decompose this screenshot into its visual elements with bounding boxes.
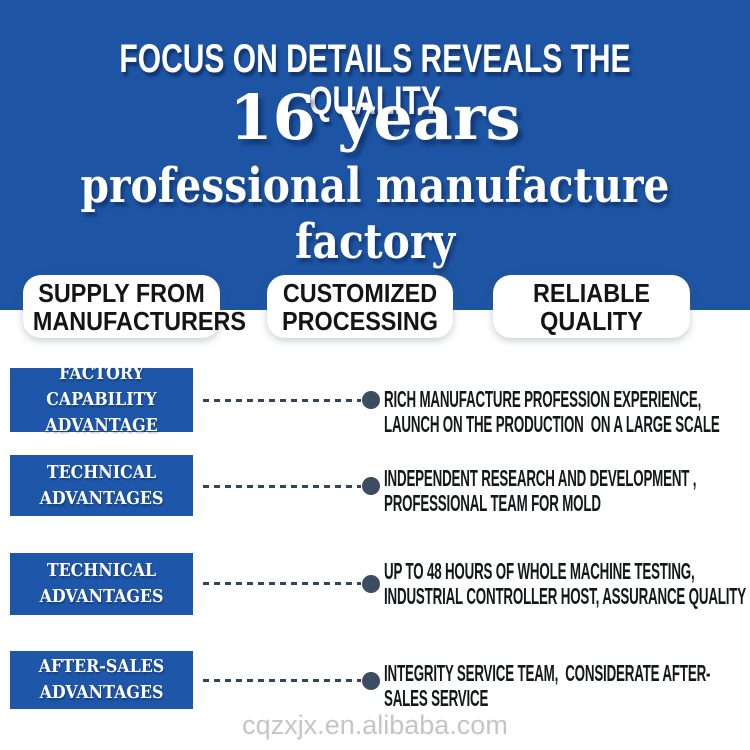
badge-label-line1: RELIABLE <box>533 277 650 308</box>
advantage-description: UP TO 48 HOURS OF WHOLE MACHINE TESTING,… <box>384 559 746 609</box>
advantage-label: TECHNICAL ADVANTAGES <box>21 460 182 512</box>
hero-years-headline: 16 years <box>229 81 521 154</box>
advantage-label-line2: ADVANTAGES <box>39 586 164 607</box>
advantage-label-box-after-sales: AFTER-SALES ADVANTAGES <box>10 651 193 709</box>
badge-label: CUSTOMIZED PROCESSING <box>276 279 443 335</box>
badge-label-line2: PROCESSING <box>281 305 439 336</box>
hero-subtitle: professional manufacture factory <box>80 158 670 270</box>
advantage-label: AFTER-SALES ADVANTAGES <box>21 654 182 706</box>
connector-dot <box>362 672 380 690</box>
advantage-label-line1: TECHNICAL <box>46 560 157 581</box>
advantage-description: INDEPENDENT RESEARCH AND DEVELOPMENT , P… <box>384 465 697 516</box>
dashed-connector-line <box>203 582 361 585</box>
badge-customized-processing: CUSTOMIZED PROCESSING <box>267 275 453 338</box>
advantage-description-line1: INDEPENDENT RESEARCH AND DEVELOPMENT , <box>384 465 697 491</box>
advantage-description-line1: UP TO 48 HOURS OF WHOLE MACHINE TESTING, <box>384 558 695 584</box>
hero-tagline: FOCUS ON DETAILS REVEALS THE QUALITY <box>119 37 631 123</box>
advantage-label-line2: ADVANTAGES <box>39 487 164 509</box>
advantage-description-line2: INDUSTRIAL CONTROLLER HOST, ASSURANCE QU… <box>384 583 746 609</box>
advantage-description-line2: SALES SERVICE <box>384 685 489 711</box>
advantage-label-box-factory-capability: FACTORY CAPABILITY ADVANTAGE <box>10 363 193 436</box>
badge-supply-from-manufacturers: SUPPLY FROM MANUFACTURERS <box>23 275 247 338</box>
badge-reliable-quality: RELIABLE QUALITY <box>493 275 690 338</box>
advantage-label-line2: ADVANTAGES <box>39 682 164 703</box>
badge-label: RELIABLE QUALITY <box>503 279 680 335</box>
badge-label-line2: QUALITY <box>540 305 643 336</box>
advantage-description-line2: PROFESSIONAL TEAM FOR MOLD <box>384 490 601 516</box>
advantage-description-line1: RICH MANUFACTURE PROFESSION EXPERIENCE, <box>384 386 702 412</box>
advantage-description-line2: LAUNCH ON THE PRODUCTION ON A LARGE SCAL… <box>384 411 720 437</box>
connector-dot <box>362 575 380 593</box>
watermark-text: cqzxjx.en.alibaba.com <box>242 710 508 740</box>
advantage-label-line2: ADVANTAGE <box>45 415 158 436</box>
badge-label-line1: CUSTOMIZED <box>282 277 438 308</box>
advantage-description: INTEGRITY SERVICE TEAM, CONSIDERATE AFTE… <box>384 661 710 711</box>
dashed-connector-line <box>203 679 361 682</box>
connector-dot <box>362 391 380 409</box>
hero-section: FOCUS ON DETAILS REVEALS THE QUALITY 16 … <box>0 0 750 310</box>
connector-dot <box>362 477 380 495</box>
advantage-label-line1: AFTER-SALES <box>38 656 165 677</box>
advantage-label: TECHNICAL ADVANTAGES <box>21 558 182 610</box>
advantage-label-box-technical-2: TECHNICAL ADVANTAGES <box>10 553 193 615</box>
badge-label-line1: SUPPLY FROM <box>38 277 205 308</box>
advantage-label-line1: FACTORY CAPABILITY <box>46 363 157 410</box>
dashed-connector-line <box>203 399 361 402</box>
advantage-description-line1: INTEGRITY SERVICE TEAM, CONSIDERATE AFTE… <box>384 660 711 686</box>
badge-label: SUPPLY FROM MANUFACTURERS <box>32 277 247 336</box>
advantage-label: FACTORY CAPABILITY ADVANTAGE <box>21 361 182 439</box>
advantage-label-line1: TECHNICAL <box>46 461 157 483</box>
advantage-description: RICH MANUFACTURE PROFESSION EXPERIENCE, … <box>384 387 720 437</box>
dashed-connector-line <box>203 485 361 488</box>
badge-label-line2: MANUFACTURERS <box>32 305 247 336</box>
advantage-label-box-technical-1: TECHNICAL ADVANTAGES <box>10 455 193 516</box>
